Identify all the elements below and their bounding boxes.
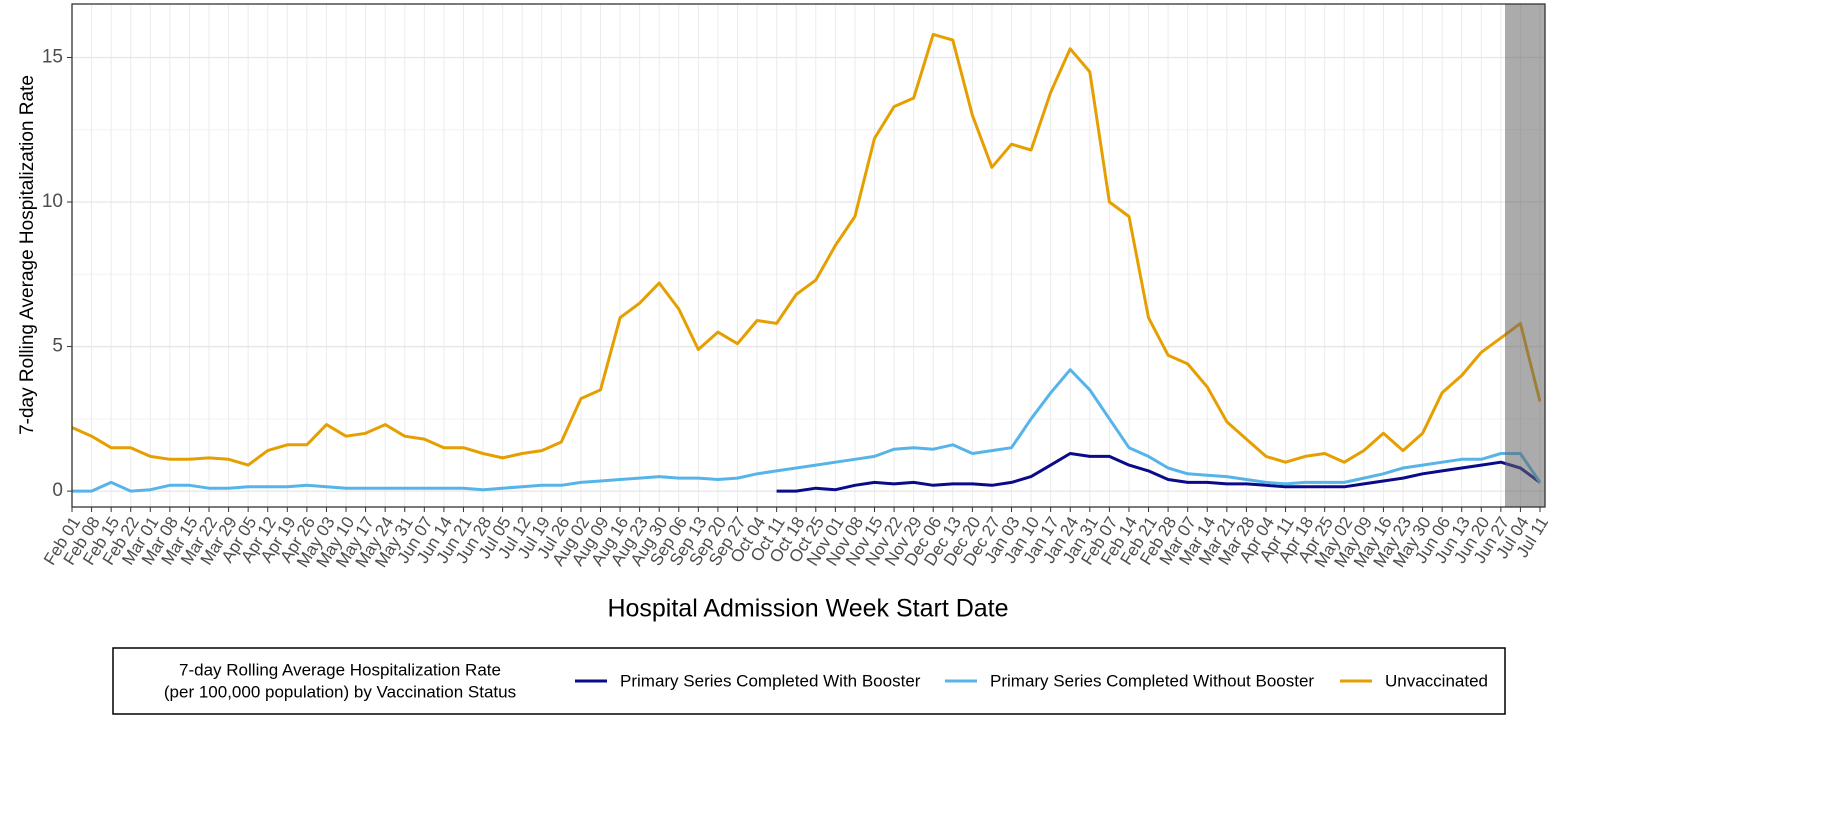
- legend-label: Unvaccinated: [1385, 671, 1488, 690]
- y-axis-title: 7-day Rolling Average Hospitalization Ra…: [17, 75, 38, 435]
- series-line: [72, 368, 1542, 493]
- series-line: [776, 452, 1541, 493]
- legend-title: 7-day Rolling Average Hospitalization Ra…: [179, 660, 501, 679]
- legend-box: [112, 647, 1506, 715]
- legend-title: (per 100,000 population) by Vaccination …: [164, 682, 516, 701]
- legend-label: Primary Series Completed Without Booster: [990, 671, 1314, 690]
- y-tick-label: 0: [52, 480, 63, 501]
- legend-label: Primary Series Completed With Booster: [620, 671, 921, 690]
- shaded-period: [1505, 4, 1545, 507]
- plot-border: [71, 3, 1546, 508]
- y-tick-label: 5: [52, 336, 63, 357]
- x-axis-title: Hospital Admission Week Start Date: [607, 595, 1008, 623]
- y-tick-label: 15: [42, 46, 63, 67]
- y-tick-label: 10: [42, 191, 63, 212]
- legend: 7-day Rolling Average Hospitalization Ra…: [112, 647, 1506, 715]
- series-line: [71, 32, 1542, 467]
- plot-background: [72, 4, 1545, 507]
